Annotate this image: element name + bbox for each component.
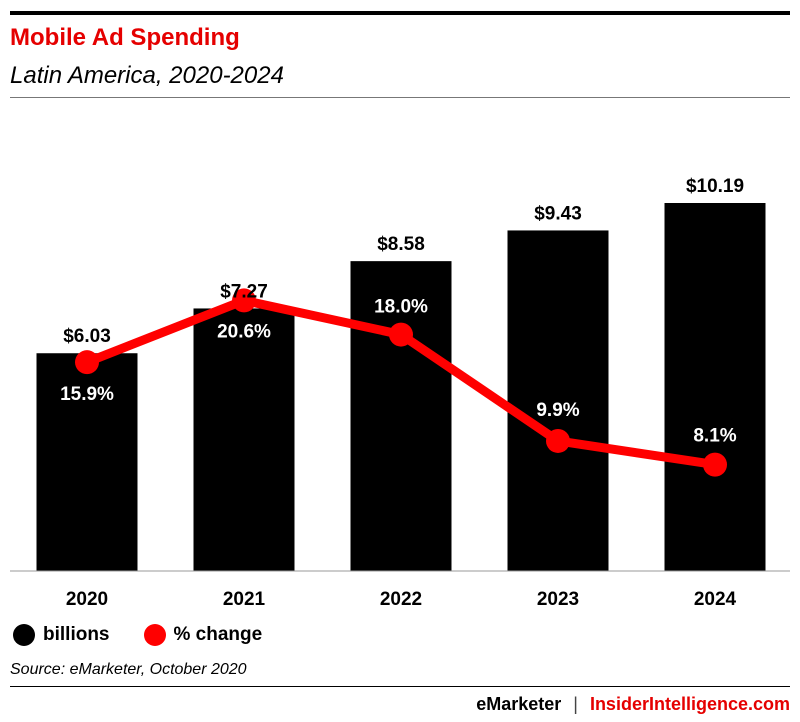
change-point-2020	[75, 350, 99, 375]
legend: billions % change	[13, 622, 296, 648]
bar-value-label-2024: $10.19	[686, 176, 744, 197]
x-tick-label-2021: 2021	[223, 589, 266, 610]
bar-2023	[507, 230, 609, 571]
bar-2022	[350, 261, 452, 571]
source-note: Source: eMarketer, October 2020	[10, 661, 247, 678]
brand-separator: |	[573, 694, 578, 714]
bar-2024	[664, 203, 766, 571]
change-point-2021	[232, 288, 256, 313]
top-rule	[10, 11, 790, 15]
legend-item-change: % change	[143, 624, 263, 646]
change-value-label-2020: 15.9%	[60, 384, 114, 405]
legend-label-change: % change	[173, 624, 263, 645]
brand-footer: eMarketer | InsiderIntelligence.com	[476, 694, 790, 715]
legend-swatch-red	[143, 624, 166, 646]
change-value-label-2024: 8.1%	[693, 426, 736, 447]
subtitle-rule	[10, 97, 790, 98]
change-value-label-2023: 9.9%	[536, 400, 579, 421]
change-value-label-2021: 20.6%	[217, 321, 271, 342]
x-tick-label-2022: 2022	[380, 589, 422, 610]
bar-2021	[193, 308, 295, 571]
chart-title: Mobile Ad Spending	[10, 24, 240, 51]
brand-insider-intelligence: InsiderIntelligence.com	[589, 694, 790, 714]
change-point-2022	[389, 322, 413, 347]
bar-2020	[36, 353, 138, 571]
bar-value-label-2023: $9.43	[534, 203, 582, 224]
x-tick-label-2020: 2020	[66, 589, 108, 610]
x-tick-label-2024: 2024	[694, 589, 737, 610]
legend-label-billions: billions	[43, 624, 110, 645]
bar-value-label-2022: $8.58	[377, 234, 425, 255]
legend-item-billions: billions	[13, 624, 110, 646]
legend-swatch-black	[13, 624, 35, 646]
brand-emarketer: eMarketer	[476, 694, 562, 714]
change-point-2023	[546, 428, 570, 453]
change-point-2024	[703, 452, 727, 477]
bottom-rule	[10, 686, 790, 687]
chart-subtitle: Latin America, 2020-2024	[10, 62, 284, 89]
change-value-label-2022: 18.0%	[374, 297, 428, 318]
change-line-group	[75, 288, 727, 477]
bar-value-label-2021: $7.27	[220, 281, 268, 302]
bar-value-label-2020: $6.03	[63, 326, 111, 347]
labels-group: $6.03 2020 $7.27 2021 $8.58 2022 $9.43 2023 $10.…	[60, 176, 744, 610]
x-tick-label-2023: 2023	[537, 589, 579, 610]
bars-group	[36, 203, 766, 571]
